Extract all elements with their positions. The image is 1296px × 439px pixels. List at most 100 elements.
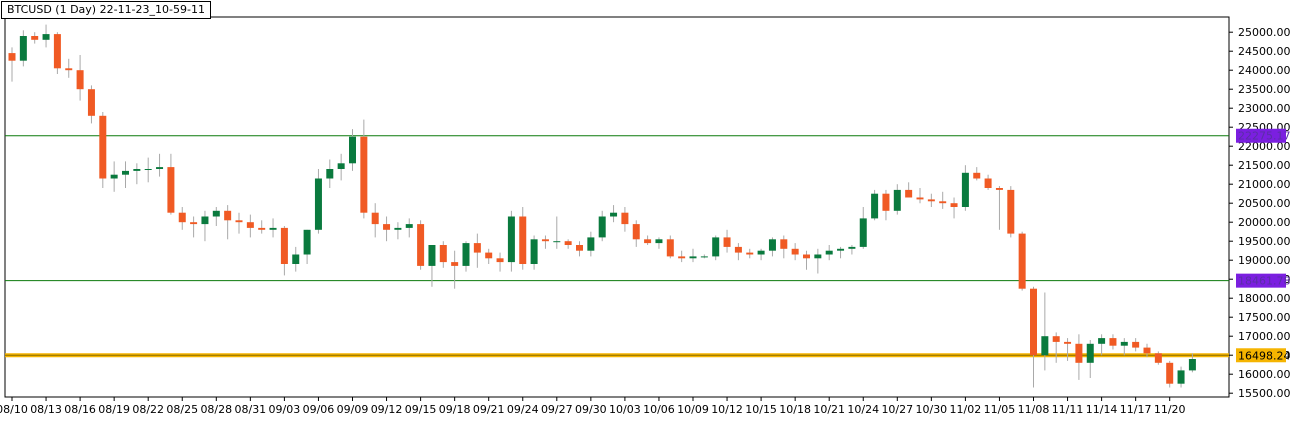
candle-body — [178, 212, 186, 223]
candle-body — [337, 163, 345, 169]
candle-body — [678, 256, 686, 259]
candle-body — [383, 224, 391, 230]
candle-body — [473, 243, 481, 253]
candle-body — [1018, 233, 1026, 289]
candle-body — [1166, 362, 1174, 384]
candle — [485, 248, 493, 264]
candle — [1132, 338, 1140, 352]
candle-body — [269, 227, 277, 230]
candle-body — [1064, 341, 1072, 344]
candle — [19, 30, 27, 67]
candle — [1154, 351, 1162, 365]
candle-body — [598, 216, 606, 238]
candle — [700, 254, 708, 259]
candle-body — [1030, 288, 1037, 356]
candle-body — [553, 241, 561, 243]
x-tick-label: 10/06 — [643, 403, 675, 416]
candle-body — [485, 252, 493, 259]
y-tick-label: 23000.00 — [1238, 102, 1291, 115]
candle — [576, 241, 583, 257]
candle — [439, 241, 447, 268]
x-tick-label: 08/13 — [30, 403, 62, 416]
candle — [1064, 338, 1072, 361]
candle-body — [859, 218, 867, 247]
candle-body — [428, 245, 436, 266]
candle-body — [246, 222, 254, 228]
candle — [156, 153, 164, 177]
candle-body — [905, 189, 913, 198]
candle — [360, 119, 368, 219]
y-tick-label: 22000.00 — [1238, 140, 1291, 153]
candle — [167, 153, 175, 215]
candle-body — [224, 210, 232, 221]
y-tick-label: 16000.00 — [1238, 368, 1291, 381]
candle-body — [1041, 336, 1049, 356]
candle-body — [814, 254, 822, 259]
candle-body — [292, 254, 300, 264]
candle-body — [235, 220, 243, 223]
x-tick-label: 10/30 — [915, 403, 947, 416]
x-tick-label: 09/15 — [405, 403, 437, 416]
candle — [349, 129, 356, 171]
candle — [939, 191, 947, 209]
candle-body — [1075, 343, 1083, 363]
candle-body — [791, 248, 799, 255]
candle — [995, 186, 1003, 230]
candle — [746, 248, 754, 259]
x-tick-label: 11/17 — [1120, 403, 1152, 416]
candle-body — [417, 224, 425, 266]
y-tick-label: 20500.00 — [1238, 197, 1291, 210]
candle-body — [655, 239, 663, 244]
y-tick-label: 17000.00 — [1238, 330, 1291, 343]
candle — [212, 207, 220, 226]
candle-body — [632, 224, 640, 240]
candle — [383, 216, 391, 242]
candle — [337, 153, 345, 181]
candle-body — [768, 239, 776, 251]
x-tick-label: 08/10 — [0, 403, 28, 416]
candle — [53, 32, 61, 74]
candle — [1098, 334, 1106, 356]
candle-body — [360, 136, 368, 213]
candle — [371, 203, 379, 238]
candle — [723, 229, 731, 253]
x-tick-label: 10/03 — [609, 403, 641, 416]
candle-body — [893, 189, 901, 211]
candle-body — [496, 258, 504, 263]
candle — [757, 248, 765, 261]
y-tick-label: 23500.00 — [1238, 83, 1291, 96]
x-tick-label: 11/05 — [984, 403, 1016, 416]
candle-body — [700, 256, 708, 258]
candle-body — [1154, 353, 1162, 363]
candle-body — [916, 197, 924, 200]
candle — [621, 207, 629, 232]
candle — [837, 246, 845, 259]
candle — [814, 248, 822, 274]
candle — [428, 245, 436, 287]
candle-body — [757, 250, 765, 255]
candle — [519, 207, 527, 270]
candle-body — [87, 89, 95, 116]
candle — [473, 233, 481, 268]
candle — [190, 216, 198, 238]
candle — [916, 188, 924, 204]
x-tick-label: 10/15 — [745, 403, 777, 416]
candle — [1052, 332, 1060, 363]
candle-body — [882, 193, 890, 211]
candle — [632, 220, 640, 247]
candle-body — [122, 170, 129, 175]
level-tag — [1236, 273, 1286, 288]
candle-body — [371, 212, 379, 225]
candle — [462, 241, 470, 272]
candle-body — [303, 229, 311, 255]
candle-body — [133, 169, 141, 171]
candle-body — [144, 169, 152, 170]
candle — [326, 159, 334, 188]
chart-title: BTCUSD (1 Day) 22-11-23_10-59-11 — [1, 1, 211, 19]
candle — [1007, 186, 1015, 238]
candle-body — [405, 224, 413, 228]
candle-body — [258, 227, 266, 230]
candle — [1143, 343, 1151, 358]
candle-body — [927, 199, 935, 202]
candle-body — [42, 34, 50, 40]
